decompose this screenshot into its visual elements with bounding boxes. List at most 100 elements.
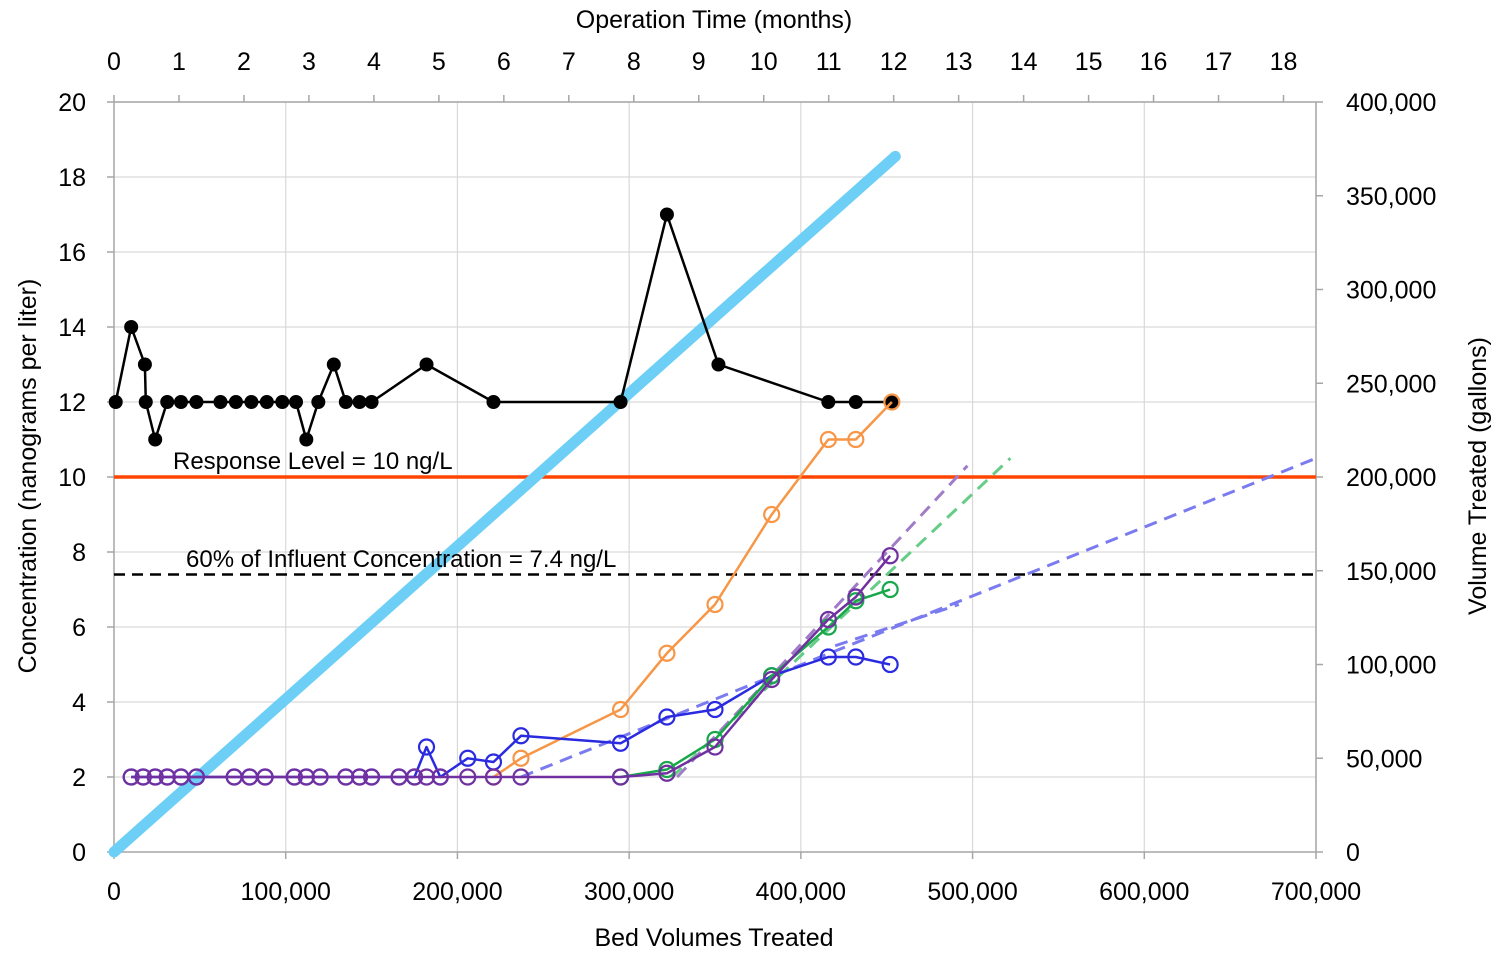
influent-point	[711, 357, 726, 372]
purple-point	[311, 768, 329, 786]
y2-tick-label: 200,000	[1346, 464, 1436, 492]
volume-line-layer	[108, 150, 901, 858]
orange-point	[847, 430, 865, 449]
purple-point	[658, 764, 676, 782]
purple-point	[459, 768, 477, 786]
response-level-label: Response Level = 10 ng/L	[173, 448, 453, 475]
y2-tick-label: 50,000	[1346, 745, 1422, 773]
influent-point	[364, 395, 379, 409]
influent-point	[352, 395, 367, 409]
purple-point	[337, 768, 355, 786]
x2-axis-title: Operation Time (months)	[576, 6, 853, 34]
x-tick-label: 300,000	[584, 878, 674, 906]
blue-point	[881, 655, 899, 674]
x-axis-title: Bed Volumes Treated	[594, 924, 833, 952]
purple-point	[819, 610, 837, 629]
orange-point	[512, 749, 530, 767]
y-tick-label: 6	[72, 614, 86, 642]
y2-axis-title: Volume Treated (gallons)	[1464, 337, 1492, 615]
influent-series-line	[114, 213, 892, 441]
purple-point	[512, 768, 530, 786]
y-tick-label: 20	[58, 89, 86, 117]
x2-tick-label: 6	[497, 48, 511, 76]
influent-point	[326, 357, 341, 372]
purple-point	[285, 768, 303, 786]
x2-tick-label: 0	[107, 48, 121, 76]
influent-point	[311, 395, 326, 409]
green-point	[881, 580, 899, 599]
y2-tick-label: 150,000	[1346, 558, 1436, 586]
x2-tick-label: 10	[750, 48, 778, 76]
purple-point	[122, 768, 140, 786]
purple-point	[881, 547, 899, 565]
influent-point	[289, 395, 304, 409]
y2-tick-label: 100,000	[1346, 652, 1436, 680]
influent-point	[228, 395, 243, 409]
x2-tick-label: 13	[945, 48, 973, 76]
blue-point	[512, 727, 530, 745]
orange-point	[819, 430, 837, 449]
purple-point	[362, 768, 381, 786]
y2-tick-label: 400,000	[1346, 89, 1436, 117]
purple-point	[611, 768, 630, 786]
x-tick-label: 600,000	[1099, 878, 1189, 906]
blue-point	[417, 738, 436, 756]
influent-point	[108, 395, 123, 409]
x2-tick-label: 18	[1270, 48, 1298, 76]
x2-tick-label: 1	[172, 48, 186, 76]
y2-tick-label: 250,000	[1346, 370, 1436, 398]
purple-point	[484, 768, 503, 786]
y-tick-label: 14	[58, 314, 86, 342]
influent-point	[848, 395, 863, 409]
purple-series-line	[131, 555, 892, 779]
influent-point	[659, 207, 674, 222]
x2-tick-label: 7	[562, 48, 576, 76]
y2-tick-label: 0	[1346, 839, 1360, 867]
x2-tick-label: 9	[692, 48, 706, 76]
purple-point	[706, 738, 724, 756]
trend-blue-line	[834, 603, 960, 648]
y2-tick-label: 300,000	[1346, 277, 1436, 305]
green-series-line	[620, 588, 891, 779]
influent-point	[148, 432, 163, 447]
y-tick-label: 2	[72, 764, 86, 792]
purple-point	[146, 768, 164, 786]
x2-tick-label: 4	[367, 48, 381, 76]
purple-point	[134, 768, 152, 786]
x2-tick-label: 16	[1140, 48, 1168, 76]
purple-point	[847, 588, 865, 606]
x-tick-label: 200,000	[412, 878, 502, 906]
x2-tick-label: 14	[1010, 48, 1038, 76]
x2-tick-label: 12	[880, 48, 908, 76]
influent-point	[486, 395, 501, 409]
purple-point	[158, 768, 176, 786]
blue-point	[459, 749, 477, 767]
purple-point	[431, 768, 449, 786]
y-tick-label: 18	[58, 164, 86, 192]
orange-point	[706, 595, 724, 614]
orange-point	[763, 505, 781, 524]
purple-point	[187, 768, 206, 786]
x2-tick-label: 17	[1205, 48, 1233, 76]
x-tick-label: 700,000	[1271, 878, 1361, 906]
blue-point	[706, 700, 724, 719]
blue-point	[819, 648, 837, 666]
y-tick-label: 0	[72, 839, 86, 867]
x2-tick-label: 11	[816, 48, 842, 76]
influent-point	[160, 395, 175, 409]
y-tick-label: 12	[58, 389, 86, 417]
orange-point	[883, 393, 901, 411]
blue-point	[847, 648, 865, 666]
influent-point	[613, 395, 628, 409]
y-tick-label: 4	[72, 689, 86, 717]
volume-treated-line	[108, 150, 901, 858]
influent-point	[338, 395, 353, 409]
blue-point	[658, 708, 676, 726]
reference-lines	[114, 475, 1316, 576]
purple-point	[297, 768, 315, 786]
series-layer	[108, 207, 901, 786]
y-tick-label: 10	[58, 464, 86, 492]
influent-point	[124, 320, 139, 334]
influent-point	[138, 395, 153, 409]
